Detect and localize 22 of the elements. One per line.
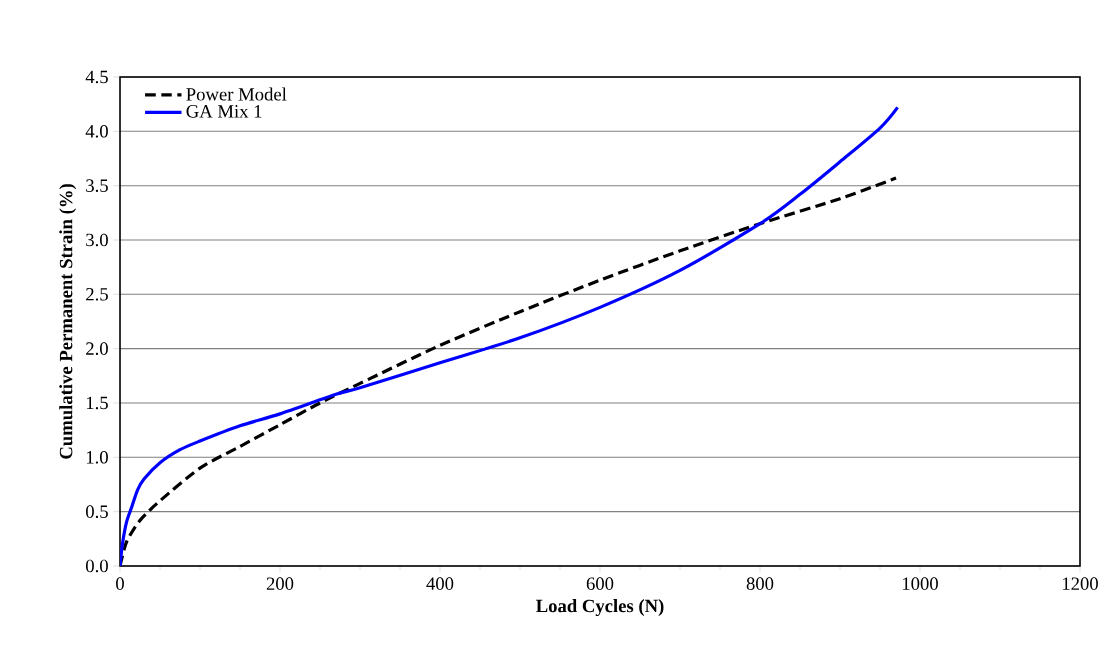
line-series xyxy=(120,105,900,566)
x-axis-title: Load Cycles (N) xyxy=(536,599,664,617)
y-tick-label: 4.0 xyxy=(85,124,108,138)
y-tick-label: 0.0 xyxy=(86,559,108,573)
y-tick-label: 1.0 xyxy=(86,450,108,464)
legend-label: GA Mix 1 xyxy=(186,105,262,118)
y-tick-label: 2.0 xyxy=(86,342,108,355)
y-tick-label: 3.0 xyxy=(86,233,108,247)
x-tick-label: 200 xyxy=(266,577,294,590)
x-tick-label: 1000 xyxy=(902,577,938,590)
x-tick-label: 1200 xyxy=(1062,577,1098,590)
y-tick-label: 2.5 xyxy=(86,288,108,301)
y-tick-label: 4.5 xyxy=(85,70,108,84)
x-tick-label: 400 xyxy=(426,577,454,590)
y-tick-label: 0.5 xyxy=(86,505,108,518)
y-tick-label: 3.5 xyxy=(86,179,108,192)
legend-label: Power Model xyxy=(186,87,287,101)
x-tick-label: 0 xyxy=(116,577,124,590)
x-tick-label: 600 xyxy=(586,577,614,590)
y-tick-label: 1.5 xyxy=(86,396,108,410)
x-tick-label: 800 xyxy=(746,577,774,590)
y-axis-title: Cumulative Permanent Strain (%) xyxy=(59,184,77,459)
